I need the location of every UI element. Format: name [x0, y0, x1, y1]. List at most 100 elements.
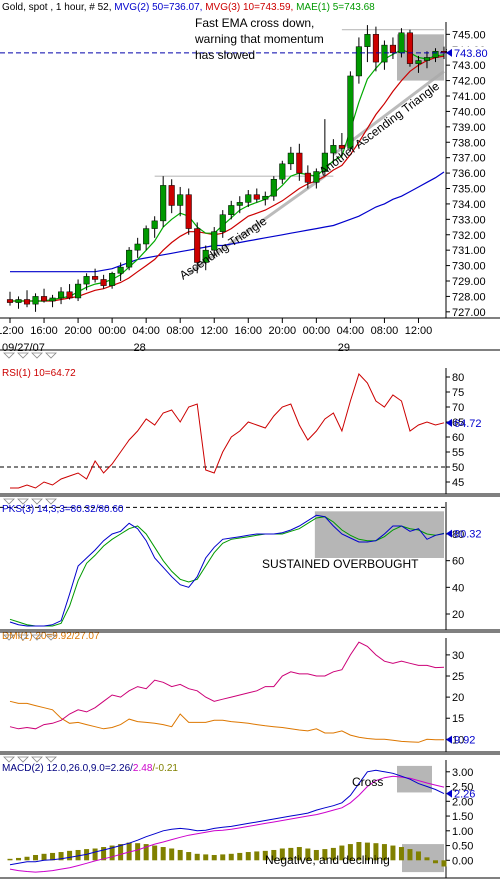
macd-histogram-bar	[288, 847, 294, 861]
triangle-support-line	[187, 174, 326, 275]
pks-tick-label-1: 60	[452, 556, 464, 568]
candle-body	[245, 194, 252, 203]
candle-body	[372, 34, 379, 63]
dmi-tick-label-1: 25	[452, 671, 464, 683]
price-tick-label-0: 745.00	[452, 29, 486, 41]
macd-tick-label-1: 2.50	[452, 782, 473, 794]
x-tick-label-11: 08:00	[371, 325, 399, 337]
macd-histogram-bar	[92, 848, 98, 861]
macd-histogram-bar	[407, 849, 413, 861]
macd-histogram-bar	[262, 850, 268, 861]
last-price-marker	[446, 48, 452, 57]
macd-histogram-bar	[126, 842, 132, 861]
macd-tick-label-2: 2.00	[452, 796, 473, 808]
candle-body	[66, 291, 73, 299]
rsi-tick-label-5: 55	[452, 447, 464, 459]
dmi-tick-label-3: 15	[452, 713, 464, 725]
macd-panel-marker	[17, 756, 29, 763]
macd-histogram-bar	[220, 854, 226, 861]
pks-legend: PKS(3) 14,3,3=80.32/80.60	[2, 504, 124, 515]
macd-histogram-bar	[177, 849, 183, 861]
x-tick-label-5: 08:00	[166, 325, 194, 337]
x-tick-label-0: 12:00	[0, 325, 24, 337]
dmi-plus-line	[9, 641, 445, 730]
pks-tick-label-2: 40	[452, 582, 464, 594]
overbought-highlight-box	[314, 511, 444, 558]
macd-histogram-bar	[135, 843, 141, 861]
candle-body	[253, 194, 260, 200]
macd-histogram-bar	[101, 847, 107, 861]
candle-body	[398, 32, 405, 54]
rsi-value-marker	[446, 418, 452, 427]
macd-panel-marker	[45, 756, 57, 763]
ema-cross-annotation-line-1: warning that momentum	[194, 32, 324, 46]
rsi-tick-label-0: 80	[452, 372, 464, 384]
macd-histogram-bar	[118, 844, 124, 861]
date-label-2: 29	[338, 342, 350, 354]
macd-histogram-bar	[339, 845, 345, 861]
candle-body	[134, 243, 141, 251]
macd-histogram-bar	[160, 847, 166, 861]
price-tick-label-8: 737.00	[452, 153, 486, 165]
dmi-panel-marker	[3, 634, 15, 641]
macd-histogram-bar	[322, 849, 328, 861]
candle-body	[49, 297, 56, 302]
rsi-legend: RSI(1) 10=64.72	[2, 368, 76, 379]
rsi-panel-marker	[17, 352, 29, 359]
candle-body	[296, 152, 303, 174]
price-tick-label-2: 743.00	[452, 60, 486, 72]
rsi-panel-marker	[31, 352, 43, 359]
macd-histogram-bar	[143, 844, 149, 861]
candle-body	[126, 249, 133, 268]
candle-body	[364, 34, 371, 47]
candle-body	[432, 51, 439, 58]
mvg10-line	[10, 55, 445, 302]
x-tick-label-7: 16:00	[235, 325, 263, 337]
price-tick-label-16: 729.00	[452, 276, 486, 288]
candle-body	[151, 220, 158, 229]
macd-histogram-bar	[364, 842, 370, 861]
macd-legend-signal: 2.48	[133, 763, 153, 774]
x-tick-label-9: 00:00	[303, 325, 331, 337]
macd-tick-label-5: 0.50	[452, 841, 473, 853]
x-tick-label-3: 00:00	[98, 325, 126, 337]
macd-signal-line	[9, 775, 445, 873]
candle-body	[211, 231, 218, 251]
rsi-panel-marker	[3, 352, 15, 359]
candle-body	[262, 195, 269, 200]
macd-tick-label-4: 1.00	[452, 826, 473, 838]
candle-body	[15, 299, 22, 303]
date-label-1: 28	[134, 342, 146, 354]
candle-body	[6, 299, 14, 303]
candle-body	[236, 202, 243, 206]
dmi-minus-line	[9, 700, 445, 743]
mae5-line	[10, 49, 445, 302]
macd-legend-histogram: /-0.21	[152, 763, 178, 774]
price-tick-label-3: 742.00	[452, 76, 486, 88]
macd-histogram-bar	[313, 849, 319, 861]
candle-body	[313, 171, 320, 183]
candle-body	[143, 228, 150, 245]
candle-body	[160, 185, 167, 222]
candle-body	[23, 299, 31, 305]
macd-histogram-bar	[67, 850, 73, 861]
candle-body	[228, 205, 235, 215]
dmi-value-label: 9.92	[454, 735, 475, 747]
candle-body	[168, 185, 175, 206]
rsi-panel-marker	[45, 352, 57, 359]
dmi-panel-marker	[31, 634, 43, 641]
macd-histogram-bar	[254, 851, 260, 861]
candle-body	[279, 163, 286, 180]
rsi-tick-label-2: 70	[452, 402, 464, 414]
macd-value-marker	[446, 789, 452, 798]
macd-histogram-bar	[41, 853, 47, 861]
last-price-label: 743.80	[454, 48, 488, 60]
macd-histogram-bar	[398, 847, 404, 861]
dmi-panel-marker	[17, 634, 29, 641]
another-ascending-triangle-label: Another Ascending Triangle	[316, 79, 442, 179]
price-tick-label-18: 727.00	[452, 307, 486, 319]
macd-histogram-bar	[373, 843, 379, 861]
price-tick-label-5: 740.00	[452, 106, 486, 118]
rsi-line	[10, 373, 445, 489]
candle-body	[40, 296, 48, 302]
